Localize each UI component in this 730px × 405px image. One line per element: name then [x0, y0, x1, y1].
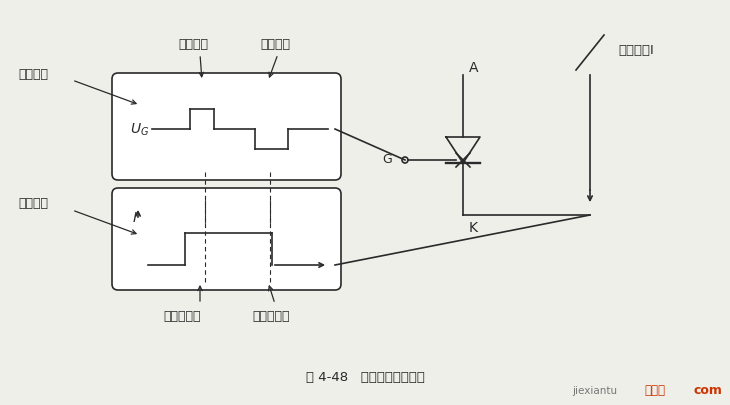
- Text: 关断脉冲: 关断脉冲: [260, 38, 290, 51]
- Text: G: G: [383, 153, 392, 166]
- Text: 晶闸管关断: 晶闸管关断: [252, 310, 290, 323]
- Text: jiexiantu: jiexiantu: [572, 385, 617, 395]
- Text: $I$: $I$: [132, 211, 138, 224]
- Text: K: K: [469, 220, 478, 234]
- Text: A: A: [469, 61, 478, 75]
- FancyBboxPatch shape: [112, 189, 341, 290]
- Text: $U_\mathregular{G}$: $U_\mathregular{G}$: [130, 122, 149, 138]
- Text: 导通电流: 导通电流: [18, 197, 48, 210]
- Text: 接线图: 接线图: [644, 384, 665, 396]
- Text: 图 4-48   可关断晶闸管原理: 图 4-48 可关断晶闸管原理: [306, 371, 424, 384]
- Text: 晶闸管导通: 晶闸管导通: [163, 310, 201, 323]
- FancyBboxPatch shape: [112, 74, 341, 181]
- Text: com: com: [694, 384, 723, 396]
- Text: 控制电压: 控制电压: [18, 67, 48, 80]
- Text: 导通电流I: 导通电流I: [618, 43, 654, 56]
- Text: 导通脉冲: 导通脉冲: [178, 38, 208, 51]
